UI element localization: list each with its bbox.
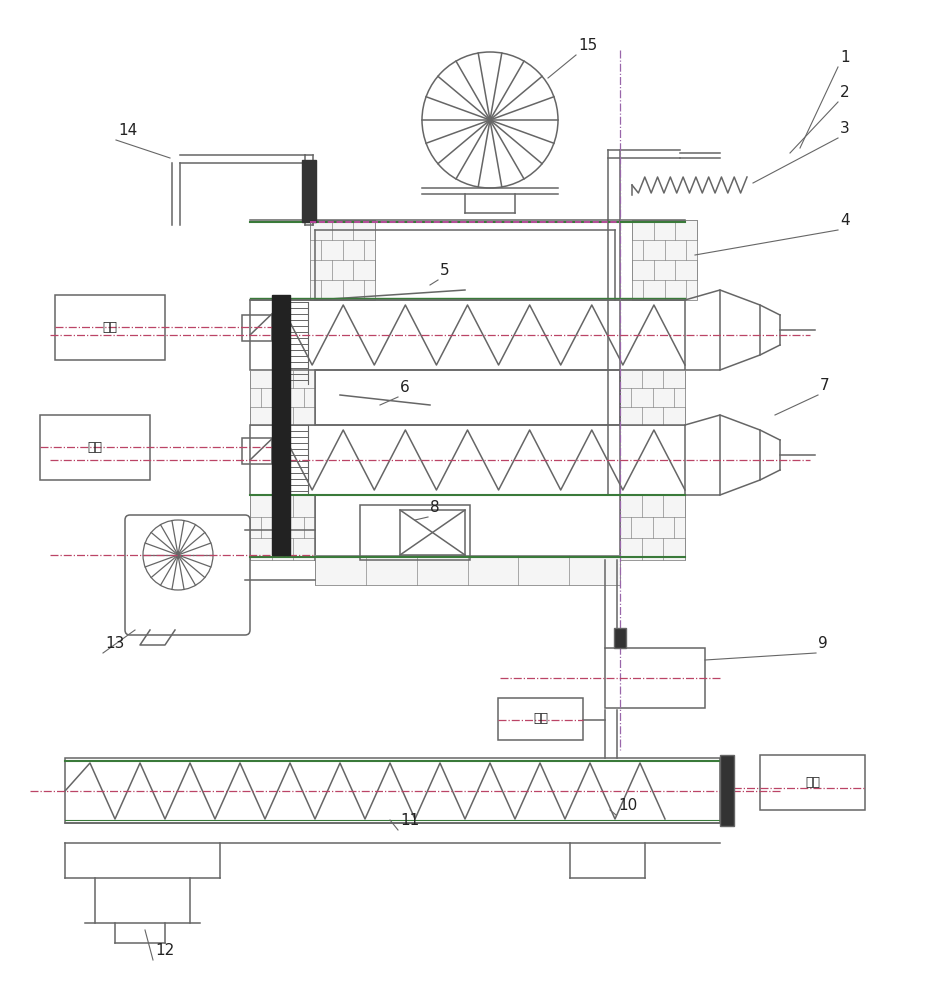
Bar — [55, 295, 165, 360]
Text: 8: 8 — [430, 500, 439, 515]
Bar — [272, 295, 290, 555]
Text: 3: 3 — [840, 121, 850, 136]
Bar — [720, 755, 734, 826]
Bar — [250, 425, 685, 495]
Bar — [242, 315, 272, 341]
Bar — [250, 495, 315, 560]
Bar — [605, 648, 705, 708]
Bar — [620, 495, 685, 560]
Text: 12: 12 — [155, 943, 174, 958]
Bar — [614, 628, 626, 648]
Bar — [40, 415, 150, 480]
Text: 电机: 电机 — [533, 712, 548, 726]
Bar — [315, 370, 620, 425]
Text: 15: 15 — [578, 38, 598, 53]
Bar — [250, 370, 315, 425]
Text: 5: 5 — [440, 263, 450, 278]
Text: 4: 4 — [840, 213, 850, 228]
Text: 1: 1 — [840, 50, 850, 65]
Bar — [65, 758, 720, 823]
Text: 6: 6 — [400, 380, 410, 395]
Text: 电机: 电机 — [805, 776, 820, 789]
Bar — [760, 755, 865, 810]
Bar — [620, 370, 685, 425]
Bar — [302, 160, 316, 222]
Bar — [360, 505, 470, 560]
Text: 7: 7 — [820, 378, 830, 393]
Text: 2: 2 — [840, 85, 850, 100]
Bar — [498, 698, 583, 740]
Bar — [242, 438, 272, 464]
Bar — [250, 300, 685, 370]
Text: 9: 9 — [818, 636, 828, 651]
Text: 10: 10 — [618, 798, 637, 813]
Text: 电机: 电机 — [103, 321, 117, 334]
Bar — [400, 510, 465, 555]
Text: 14: 14 — [118, 123, 137, 138]
Text: 13: 13 — [105, 636, 124, 651]
Bar — [632, 220, 697, 300]
Bar — [315, 555, 620, 585]
Bar — [310, 220, 375, 300]
Bar — [315, 495, 620, 560]
Text: 11: 11 — [400, 813, 419, 828]
Text: 电机: 电机 — [88, 441, 103, 454]
